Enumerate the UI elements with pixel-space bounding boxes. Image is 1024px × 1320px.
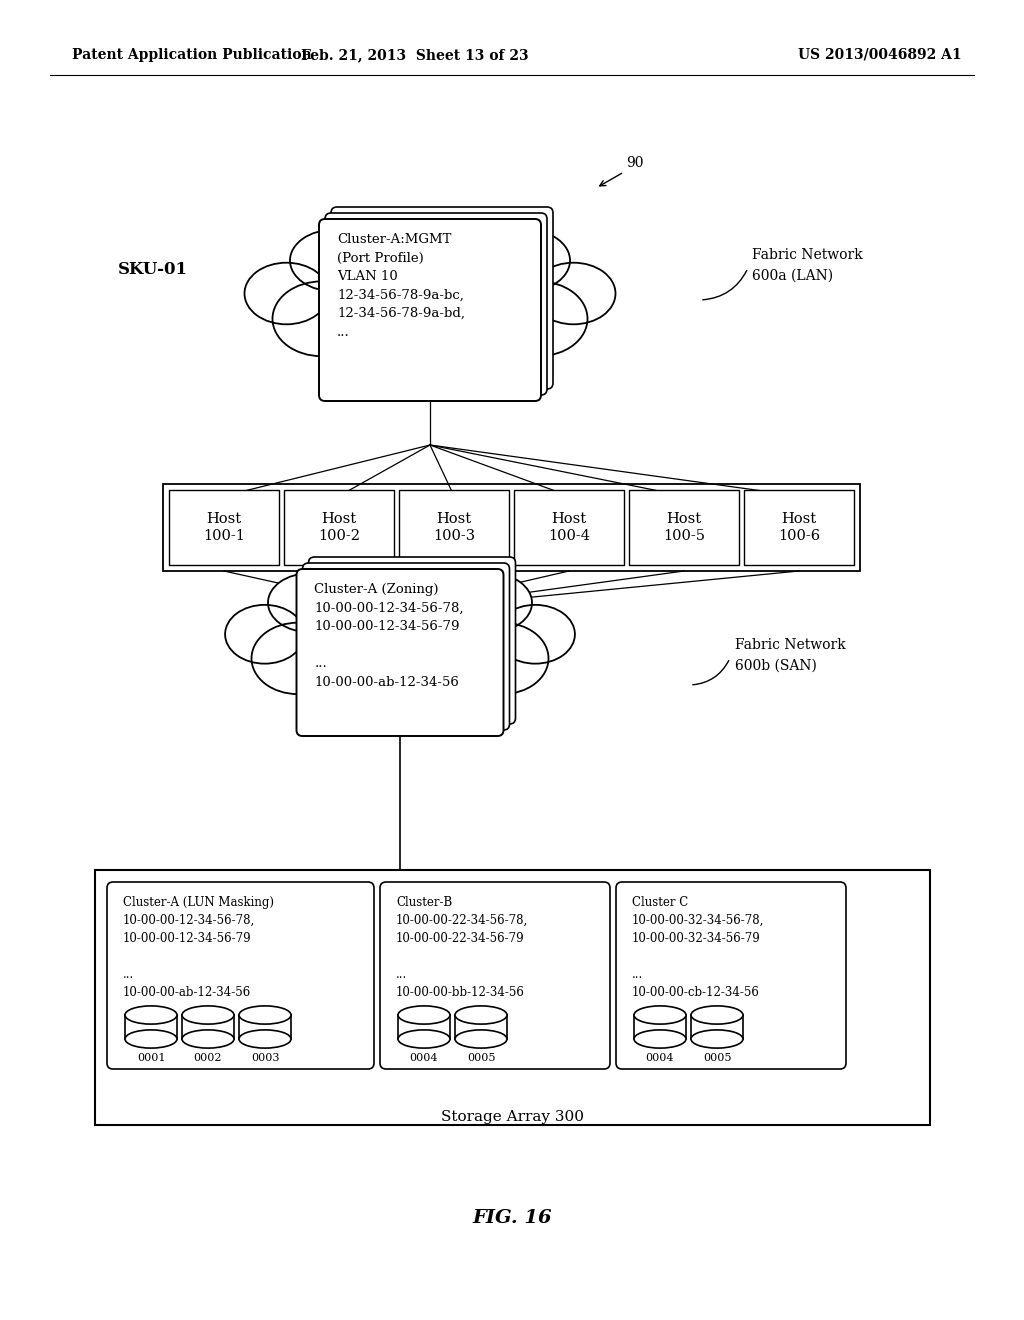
Ellipse shape bbox=[634, 1030, 686, 1048]
Ellipse shape bbox=[691, 1006, 743, 1024]
Ellipse shape bbox=[298, 639, 396, 719]
Ellipse shape bbox=[455, 1006, 507, 1024]
FancyBboxPatch shape bbox=[331, 207, 553, 389]
Ellipse shape bbox=[182, 1030, 234, 1048]
Bar bbox=[239, 1015, 291, 1039]
Text: Host
100-1: Host 100-1 bbox=[203, 512, 245, 543]
Ellipse shape bbox=[290, 230, 378, 292]
Ellipse shape bbox=[225, 605, 304, 664]
Text: Cluster-A (Zoning)
10-00-00-12-34-56-78,
10-00-00-12-34-56-79

...
10-00-00-ab-1: Cluster-A (Zoning) 10-00-00-12-34-56-78,… bbox=[314, 583, 464, 689]
Ellipse shape bbox=[125, 1006, 177, 1024]
Ellipse shape bbox=[433, 300, 539, 383]
Ellipse shape bbox=[239, 1030, 291, 1048]
Ellipse shape bbox=[634, 1006, 686, 1024]
Bar bbox=[95, 870, 930, 1125]
Ellipse shape bbox=[398, 1030, 450, 1048]
Text: 0004: 0004 bbox=[410, 1053, 438, 1063]
Text: Host
100-3: Host 100-3 bbox=[433, 512, 475, 543]
Bar bbox=[163, 484, 860, 572]
Bar bbox=[514, 490, 624, 565]
Text: Cluster-A (LUN Masking)
10-00-00-12-34-56-78,
10-00-00-12-34-56-79

...
10-00-00: Cluster-A (LUN Masking) 10-00-00-12-34-5… bbox=[123, 896, 274, 999]
Bar bbox=[634, 1015, 686, 1039]
Bar bbox=[182, 1015, 234, 1039]
Ellipse shape bbox=[348, 227, 425, 280]
Ellipse shape bbox=[691, 1030, 743, 1048]
Text: SKU-01: SKU-01 bbox=[118, 261, 188, 279]
Text: Fabric Network
600b (SAN): Fabric Network 600b (SAN) bbox=[735, 638, 846, 672]
Ellipse shape bbox=[323, 570, 395, 620]
Bar bbox=[744, 490, 854, 565]
Text: FIG. 16: FIG. 16 bbox=[472, 1209, 552, 1228]
FancyBboxPatch shape bbox=[325, 213, 547, 395]
Text: 0001: 0001 bbox=[137, 1053, 165, 1063]
Ellipse shape bbox=[435, 227, 512, 280]
Text: Cluster-A:MGMT
(Port Profile)
VLAN 10
12-34-56-78-9a-bc,
12-34-56-78-9a-bd,
...: Cluster-A:MGMT (Port Profile) VLAN 10 12… bbox=[337, 234, 465, 338]
Text: Host
100-6: Host 100-6 bbox=[778, 512, 820, 543]
Text: US 2013/0046892 A1: US 2013/0046892 A1 bbox=[798, 48, 962, 62]
Ellipse shape bbox=[354, 566, 446, 624]
Ellipse shape bbox=[496, 605, 574, 664]
Text: 0002: 0002 bbox=[194, 1053, 222, 1063]
Bar bbox=[629, 490, 739, 565]
Ellipse shape bbox=[268, 573, 350, 632]
Ellipse shape bbox=[531, 263, 615, 325]
Ellipse shape bbox=[450, 573, 532, 632]
Ellipse shape bbox=[455, 1030, 507, 1048]
Text: Cluster-B
10-00-00-22-34-56-78,
10-00-00-22-34-56-79

...
10-00-00-bb-12-34-56: Cluster-B 10-00-00-22-34-56-78, 10-00-00… bbox=[396, 896, 528, 999]
Ellipse shape bbox=[456, 623, 549, 694]
FancyBboxPatch shape bbox=[302, 564, 510, 730]
Text: 0003: 0003 bbox=[251, 1053, 280, 1063]
Ellipse shape bbox=[245, 263, 329, 325]
FancyBboxPatch shape bbox=[106, 882, 374, 1069]
Ellipse shape bbox=[381, 222, 479, 284]
Text: Fabric Network
600a (LAN): Fabric Network 600a (LAN) bbox=[752, 248, 863, 282]
Ellipse shape bbox=[125, 1030, 177, 1048]
Bar bbox=[284, 490, 394, 565]
Text: 0005: 0005 bbox=[467, 1053, 496, 1063]
Ellipse shape bbox=[182, 1006, 234, 1024]
FancyBboxPatch shape bbox=[308, 557, 515, 723]
Ellipse shape bbox=[337, 615, 463, 717]
Ellipse shape bbox=[482, 230, 570, 292]
Text: Host
100-5: Host 100-5 bbox=[663, 512, 705, 543]
Text: Feb. 21, 2013  Sheet 13 of 23: Feb. 21, 2013 Sheet 13 of 23 bbox=[301, 48, 528, 62]
Ellipse shape bbox=[398, 1006, 450, 1024]
Ellipse shape bbox=[272, 281, 371, 356]
FancyBboxPatch shape bbox=[380, 882, 610, 1069]
FancyBboxPatch shape bbox=[319, 219, 541, 401]
Ellipse shape bbox=[489, 281, 588, 356]
Text: Patent Application Publication: Patent Application Publication bbox=[72, 48, 311, 62]
Ellipse shape bbox=[403, 639, 503, 719]
Text: 0004: 0004 bbox=[646, 1053, 674, 1063]
Ellipse shape bbox=[252, 623, 344, 694]
FancyBboxPatch shape bbox=[616, 882, 846, 1069]
Ellipse shape bbox=[239, 1006, 291, 1024]
Ellipse shape bbox=[364, 273, 497, 379]
Bar bbox=[455, 1015, 507, 1039]
Bar bbox=[399, 490, 509, 565]
Text: 90: 90 bbox=[626, 156, 643, 170]
Bar bbox=[169, 490, 279, 565]
Bar bbox=[691, 1015, 743, 1039]
Ellipse shape bbox=[322, 300, 427, 383]
Bar bbox=[398, 1015, 450, 1039]
Text: 0005: 0005 bbox=[702, 1053, 731, 1063]
Text: Host
100-2: Host 100-2 bbox=[318, 512, 360, 543]
Ellipse shape bbox=[404, 570, 477, 620]
Text: Host
100-4: Host 100-4 bbox=[548, 512, 590, 543]
FancyBboxPatch shape bbox=[297, 569, 504, 737]
Text: Storage Array 300: Storage Array 300 bbox=[441, 1110, 584, 1125]
Bar bbox=[125, 1015, 177, 1039]
Text: Cluster C
10-00-00-32-34-56-78,
10-00-00-32-34-56-79

...
10-00-00-cb-12-34-56: Cluster C 10-00-00-32-34-56-78, 10-00-00… bbox=[632, 896, 764, 999]
